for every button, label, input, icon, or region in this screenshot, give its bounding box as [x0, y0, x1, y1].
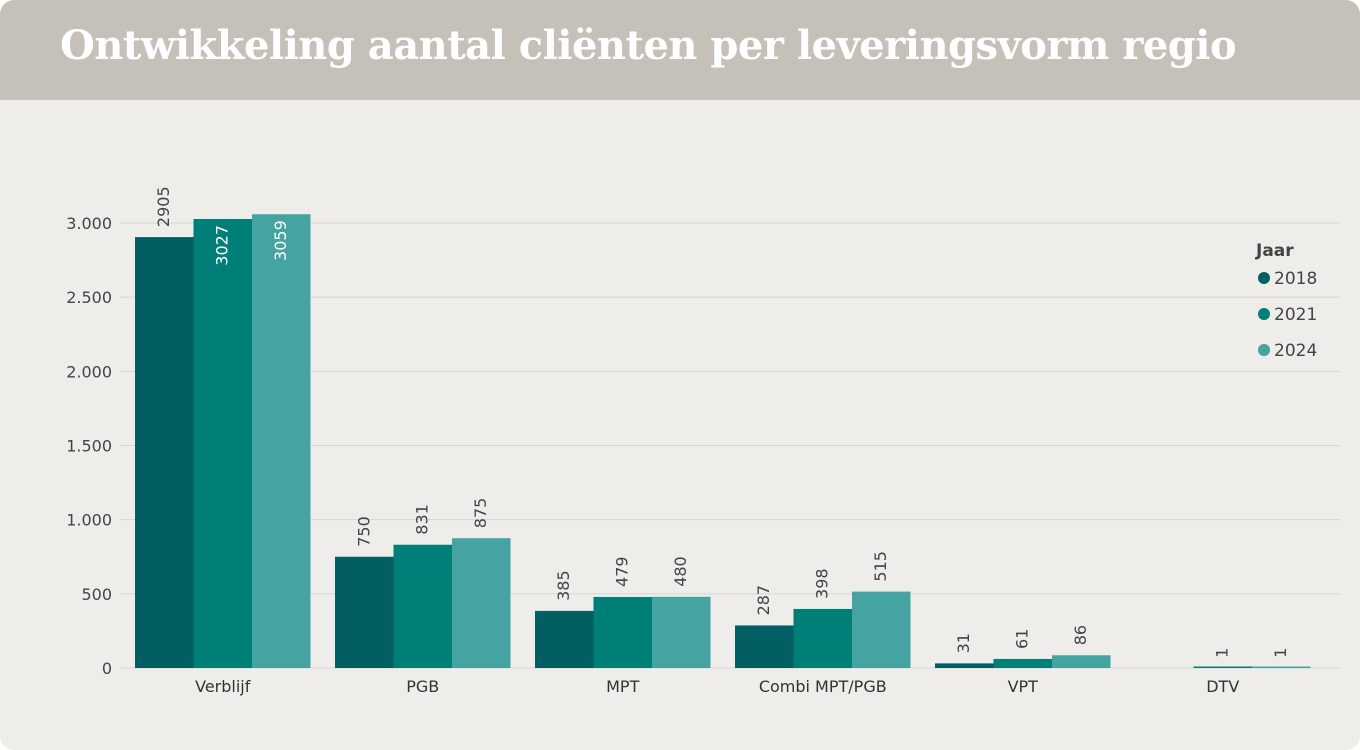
bar-2021 — [993, 658, 1052, 668]
legend-label: 2018 — [1274, 269, 1317, 289]
bar-2024 — [452, 538, 511, 668]
x-tick-label: PGB — [406, 677, 439, 696]
data-label: 1 — [1213, 648, 1232, 658]
y-tick-label: 2.500 — [66, 288, 112, 307]
data-label: 398 — [813, 568, 832, 599]
page-title: Ontwikkeling aantal cliënten per leverin… — [60, 22, 1237, 69]
x-tick-label: Combi MPT/PGB — [759, 677, 887, 696]
bar-2024 — [1052, 655, 1111, 668]
x-tick-label: DTV — [1206, 677, 1239, 696]
data-label: 479 — [613, 556, 632, 587]
bar-2021 — [793, 608, 852, 668]
bar-2021 — [393, 544, 452, 668]
data-label: 1 — [1271, 648, 1290, 658]
y-tick-label: 1.000 — [66, 511, 112, 530]
data-label: 515 — [871, 551, 890, 582]
data-label: 2905 — [154, 186, 173, 227]
data-label: 480 — [671, 556, 690, 587]
bar-2024 — [252, 214, 311, 668]
x-tick-label: Verblijf — [195, 677, 251, 696]
data-label: 3027 — [213, 225, 232, 266]
x-tick-label: VPT — [1008, 677, 1039, 696]
legend-label: 2021 — [1274, 305, 1317, 325]
bar-2024 — [1252, 666, 1311, 668]
y-tick-label: 2.000 — [66, 362, 112, 381]
bar-2024 — [852, 591, 911, 668]
bar-chart: 0 500 1.000 1.500 2.000 2.500 3.000 2905 3027 305… — [66, 186, 1340, 696]
bar-2021 — [593, 596, 652, 668]
data-label: 287 — [754, 585, 773, 616]
data-label: 31 — [954, 633, 973, 653]
bar-2018 — [535, 610, 594, 668]
data-label: 875 — [471, 498, 490, 529]
legend-marker — [1258, 308, 1270, 320]
legend-title: Jaar — [1255, 241, 1294, 261]
legend-marker — [1258, 272, 1270, 284]
legend-label: 2024 — [1274, 341, 1317, 361]
data-label: 61 — [1013, 629, 1032, 649]
bar-2021 — [1193, 666, 1252, 668]
bar-2024 — [652, 596, 711, 668]
bar-2018 — [335, 556, 394, 668]
bar-2021 — [193, 218, 252, 668]
bar-2018 — [135, 237, 194, 668]
y-tick-label: 3.000 — [66, 214, 112, 233]
y-tick-label: 500 — [81, 585, 112, 604]
data-label: 385 — [554, 570, 573, 601]
data-label: 3059 — [271, 220, 290, 261]
legend-marker — [1258, 344, 1270, 356]
title-bar: Ontwikkeling aantal cliënten per leverin… — [0, 0, 1360, 100]
y-tick-label: 1.500 — [66, 437, 112, 456]
bar-2018 — [935, 663, 994, 668]
bar-2018 — [735, 625, 794, 668]
x-tick-label: MPT — [606, 677, 639, 696]
y-tick-label: 0 — [102, 659, 112, 678]
data-label: 750 — [354, 516, 373, 547]
data-label: 831 — [413, 504, 432, 535]
data-label: 86 — [1071, 625, 1090, 645]
